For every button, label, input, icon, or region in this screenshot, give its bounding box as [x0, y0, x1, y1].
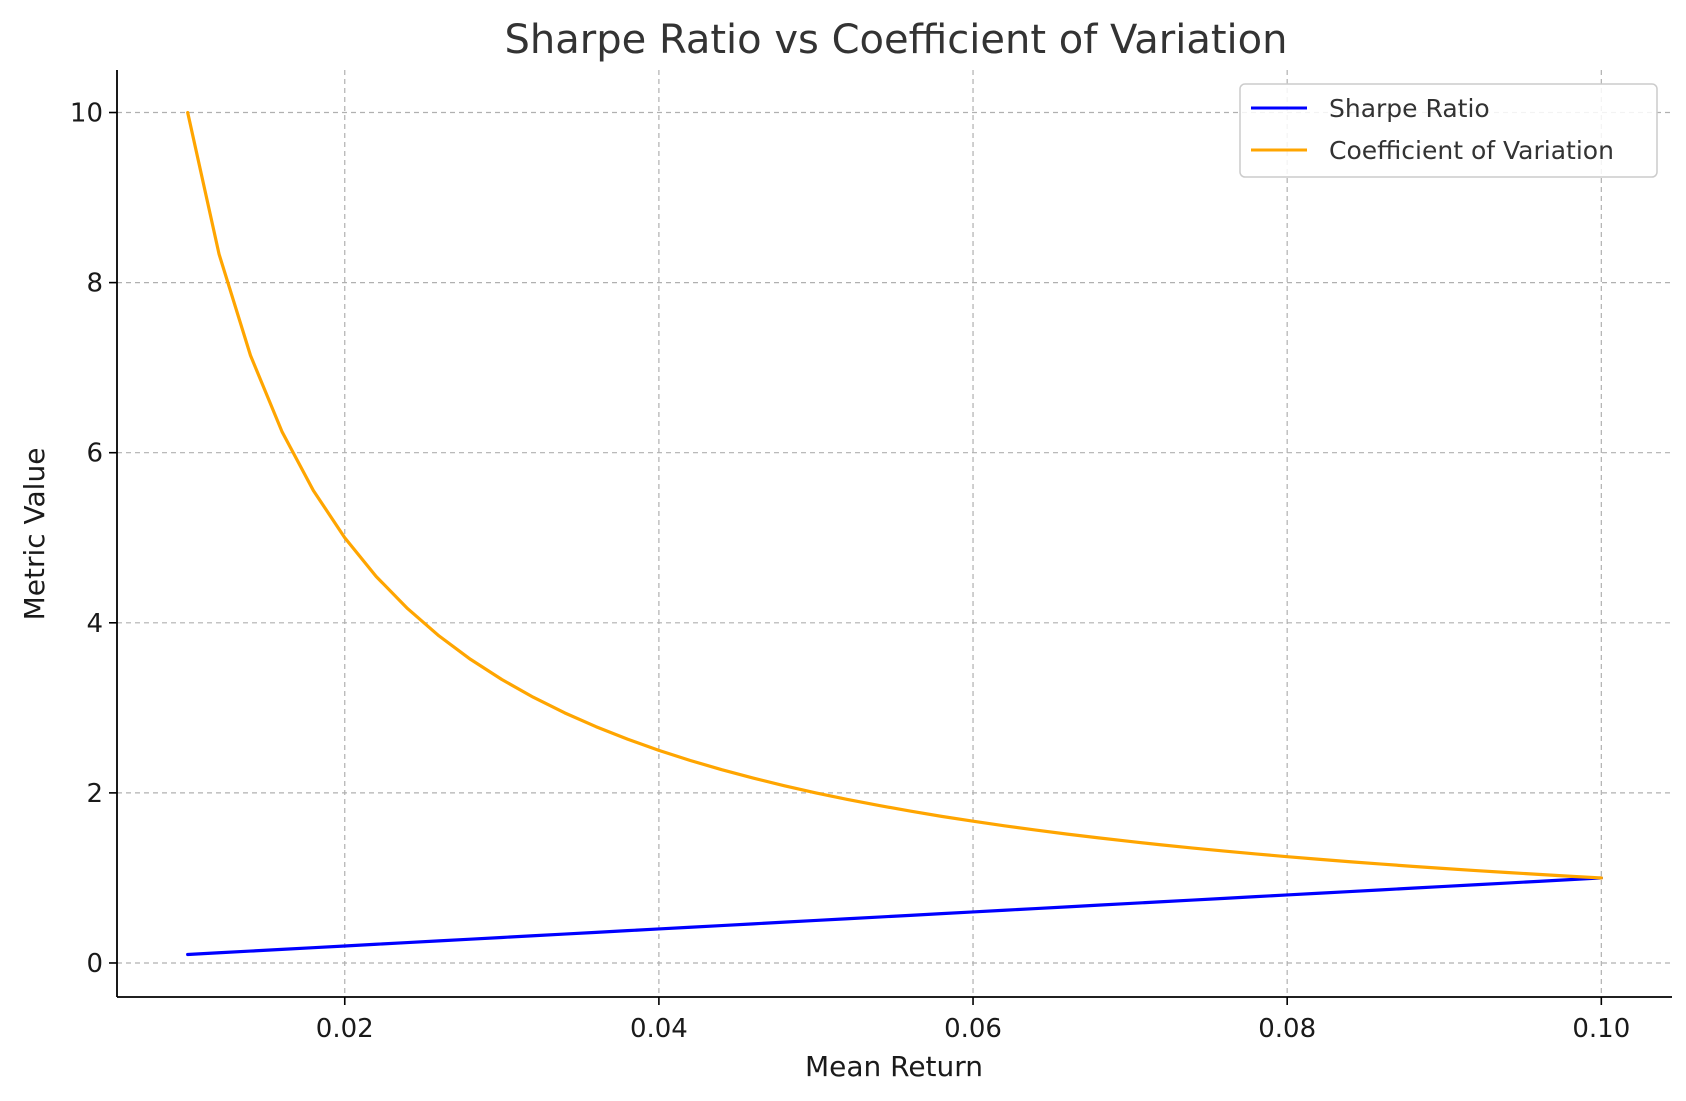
y-tick-label: 0 [86, 949, 103, 979]
y-tick-label: 8 [86, 269, 103, 299]
legend-box [1239, 83, 1658, 178]
axes [116, 70, 1672, 998]
y-tick-label: 6 [86, 439, 103, 469]
y-tick-label: 4 [86, 609, 103, 639]
x-tick-label: 0.10 [1572, 1014, 1630, 1044]
y-tick-label: 10 [70, 99, 103, 129]
series-line-sharpe-ratio [186, 876, 1603, 957]
series-layer [186, 110, 1603, 957]
x-axis-label: Mean Return [805, 1050, 983, 1083]
chart-title: Sharpe Ratio vs Coefficient of Variation [505, 17, 1288, 63]
legend: Sharpe Ratio Coefficient of Variation [1239, 83, 1658, 178]
y-ticks: 0 2 4 6 8 10 [70, 99, 117, 979]
x-tick-label: 0.02 [316, 1014, 374, 1044]
grid [117, 70, 1672, 997]
y-axis-label: Metric Value [18, 448, 51, 621]
series-line-coefficient-of-variation [186, 110, 1603, 880]
legend-label-coefficient-of-variation: Coefficient of Variation [1329, 136, 1614, 165]
x-tick-label: 0.08 [1258, 1014, 1316, 1044]
y-tick-label: 2 [86, 779, 103, 809]
x-tick-label: 0.06 [944, 1014, 1002, 1044]
x-tick-label: 0.04 [630, 1014, 688, 1044]
x-ticks: 0.02 0.04 0.06 0.08 0.10 [316, 997, 1630, 1044]
legend-label-sharpe-ratio: Sharpe Ratio [1329, 94, 1490, 123]
